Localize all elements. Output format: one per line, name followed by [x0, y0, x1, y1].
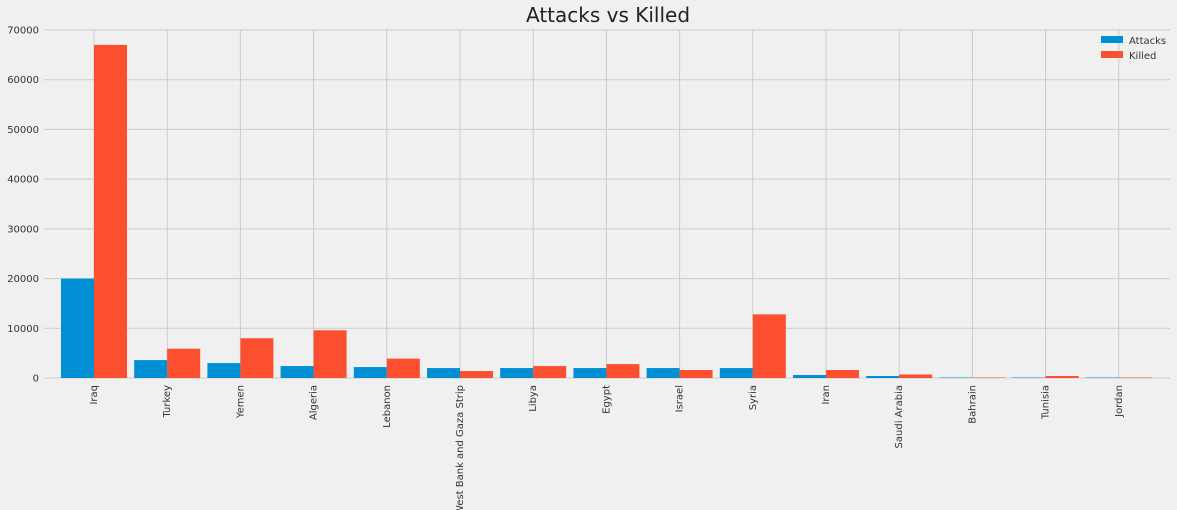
bar-killed-turkey	[167, 348, 201, 378]
bar-attacks-iran	[793, 375, 826, 378]
bar-killed-syria	[752, 314, 786, 378]
x-tick-label-jordan: Jordan	[1114, 385, 1125, 418]
bar-killed-yemen	[240, 338, 274, 378]
y-tick-labels: 0 10000 20000 30000 40000 50000 60000 70000	[7, 26, 39, 385]
y-tick-label: 0	[33, 374, 39, 385]
bar-killed-egypt	[606, 364, 640, 378]
bar-killed-tunisia	[1045, 376, 1079, 378]
bar-attacks-libya	[500, 368, 534, 378]
x-tick-label-iran: Iran	[821, 385, 832, 405]
bar-attacks-algeria	[280, 366, 314, 378]
bar-killed-west-bank-and-gaza-strip	[460, 371, 493, 378]
y-tick-label: 40000	[7, 175, 39, 186]
x-tick-labels: Iraq Turkey Yemen Algeria Lebanon West Bank a…	[89, 385, 1125, 510]
bar-attacks-turkey	[134, 360, 168, 378]
bar-attacks-syria	[719, 368, 753, 378]
legend: Attacks Killed	[1101, 36, 1166, 62]
x-tick-label-iraq: Iraq	[89, 385, 100, 405]
bar-killed-iran	[826, 370, 859, 378]
x-tick-label-israel: Israel	[675, 385, 686, 412]
legend-label-killed: Killed	[1129, 51, 1156, 62]
y-tick-label: 60000	[7, 75, 39, 86]
x-tick-label-bahrain: Bahrain	[967, 385, 978, 424]
bar-attacks-egypt	[573, 368, 607, 378]
x-tick-label-syria: Syria	[748, 385, 759, 410]
x-tick-label-yemen: Yemen	[235, 385, 246, 419]
legend-label-attacks: Attacks	[1129, 36, 1166, 47]
y-tick-label: 10000	[7, 324, 39, 335]
bar-killed-libya	[533, 366, 567, 378]
x-tick-label-west-bank-and-gaza-strip: West Bank and Gaza Strip	[455, 385, 466, 510]
x-tick-label-saudi-arabia: Saudi Arabia	[894, 385, 905, 448]
y-tick-label: 30000	[7, 224, 39, 235]
y-tick-label: 20000	[7, 274, 39, 285]
bar-killed-saudi-arabia	[899, 374, 933, 378]
x-tick-label-egypt: Egypt	[601, 385, 612, 414]
gridlines	[44, 29, 1170, 379]
x-tick-label-lebanon: Lebanon	[382, 385, 393, 428]
x-tick-label-algeria: Algeria	[309, 385, 320, 420]
bar-attacks-israel	[646, 368, 680, 378]
bar-attacks-west-bank-and-gaza-strip	[427, 368, 460, 378]
legend-swatch-killed	[1101, 51, 1123, 58]
bar-attacks-lebanon	[353, 367, 387, 378]
bar-attacks-iraq	[61, 278, 94, 378]
x-tick-label-libya: Libya	[528, 385, 539, 412]
legend-swatch-attacks	[1101, 36, 1123, 43]
bar-attacks-saudi-arabia	[866, 376, 900, 378]
chart-title: Attacks vs Killed	[526, 3, 690, 27]
y-tick-label: 50000	[7, 125, 39, 136]
bar-killed-israel	[679, 370, 713, 378]
x-tick-label-turkey: Turkey	[162, 385, 173, 419]
y-tick-label: 70000	[7, 26, 39, 37]
x-tick-label-tunisia: Tunisia	[1041, 385, 1052, 420]
bar-killed-algeria	[313, 330, 347, 378]
bar-killed-iraq	[94, 44, 127, 379]
bar-killed-lebanon	[386, 358, 420, 378]
bars	[61, 44, 1152, 379]
bar-attacks-yemen	[207, 363, 241, 378]
